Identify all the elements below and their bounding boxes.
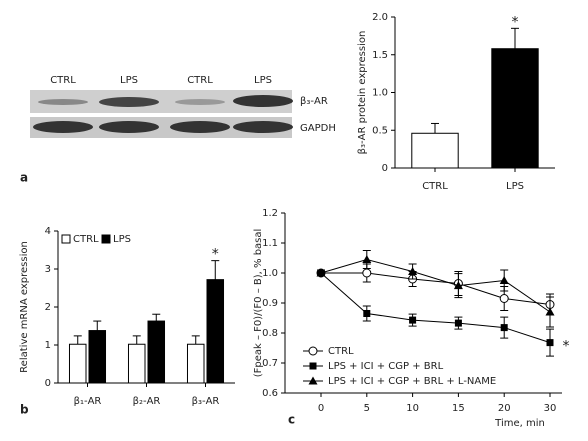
x-tick-label: 5	[364, 403, 370, 414]
y-tick-label: 1.2	[262, 208, 278, 219]
y-tick-label: 1.0	[372, 88, 388, 99]
bar	[147, 320, 166, 384]
x-tick-label: β₁-AR	[74, 396, 102, 407]
y-tick-label: 1.0	[262, 268, 278, 279]
legend-label: CTRL	[73, 234, 99, 245]
band	[33, 121, 93, 133]
marker	[545, 307, 555, 316]
y-tick-label: 1.1	[262, 238, 278, 249]
annotation: *	[212, 247, 219, 263]
annotation: *	[512, 14, 519, 30]
panel-label: a	[20, 171, 28, 185]
marker	[308, 376, 318, 385]
bar	[206, 279, 225, 384]
band-label: β₃-AR	[300, 96, 328, 107]
marker	[362, 268, 372, 278]
marker	[454, 319, 462, 327]
y-axis-label: Relative mRNA expression	[19, 241, 30, 373]
blot-strip	[30, 117, 292, 138]
lane-label: CTRL	[50, 75, 76, 86]
y-axis-label: (Fpeak – F0)/(F0 – B), % basal	[253, 229, 264, 378]
marker	[316, 268, 326, 277]
marker	[546, 339, 554, 347]
y-tick-label: 0.5	[372, 125, 388, 136]
y-tick-label: 2.0	[372, 12, 388, 23]
y-tick-label: 0.8	[262, 328, 278, 339]
band	[170, 121, 230, 133]
panel-label: b	[20, 403, 29, 417]
band	[99, 97, 159, 107]
legend-swatch	[101, 234, 111, 244]
x-tick-label: 10	[406, 403, 419, 414]
bar	[491, 48, 539, 169]
series-line	[320, 258, 551, 313]
marker	[308, 346, 318, 356]
x-tick-label: 30	[544, 403, 557, 414]
panel-label: c	[288, 413, 295, 427]
y-tick-label: 0.9	[262, 298, 278, 309]
bar	[68, 343, 87, 384]
x-tick-label: β₃-AR	[192, 396, 220, 407]
lane-label: CTRL	[187, 75, 213, 86]
band-label: GAPDH	[300, 123, 336, 134]
blot-strip	[30, 90, 292, 113]
legend-label: CTRL	[328, 346, 354, 357]
legend-label: LPS + ICI + CGP + BRL + L-NAME	[328, 376, 496, 387]
y-axis-label: β₃-AR protein expression	[357, 31, 368, 155]
legend-label: LPS	[113, 234, 131, 245]
series-line	[321, 272, 551, 305]
y-tick-label: 0.7	[262, 358, 278, 369]
x-tick-label: CTRL	[422, 181, 448, 192]
y-tick-label: 1	[45, 340, 51, 351]
y-tick-label: 0	[45, 378, 51, 389]
marker	[499, 276, 509, 284]
y-tick-label: 3	[45, 264, 51, 275]
legend-label: LPS + ICI + CGP + BRL	[328, 361, 444, 372]
band	[233, 95, 293, 107]
marker	[363, 310, 371, 317]
bar	[186, 343, 205, 384]
band	[233, 121, 293, 133]
bar	[411, 132, 459, 169]
marker	[362, 255, 372, 263]
x-tick-label: LPS	[506, 181, 524, 192]
y-tick-label: 2	[45, 302, 51, 313]
marker	[453, 281, 463, 290]
marker	[499, 294, 509, 303]
band	[38, 99, 88, 105]
x-tick-label: 20	[498, 403, 511, 414]
bar	[88, 330, 107, 384]
marker	[409, 316, 417, 324]
lane-label: LPS	[120, 75, 138, 86]
x-tick-label: 15	[452, 403, 465, 414]
band	[99, 121, 159, 133]
y-tick-label: 0	[382, 163, 388, 174]
legend-swatch	[61, 234, 71, 244]
x-tick-label: 0	[318, 403, 324, 414]
annotation: *	[563, 339, 570, 355]
marker	[500, 324, 508, 332]
x-axis-label: Time, min	[494, 418, 545, 429]
y-tick-label: 0.6	[262, 388, 278, 399]
series-line	[320, 272, 551, 344]
lane-label: LPS	[254, 75, 272, 86]
marker	[408, 267, 418, 275]
marker	[309, 362, 317, 370]
y-tick-label: 4	[45, 226, 51, 237]
band	[175, 99, 225, 105]
bar	[127, 343, 146, 384]
x-tick-label: β₂-AR	[133, 396, 161, 407]
y-tick-label: 1.5	[372, 50, 388, 61]
